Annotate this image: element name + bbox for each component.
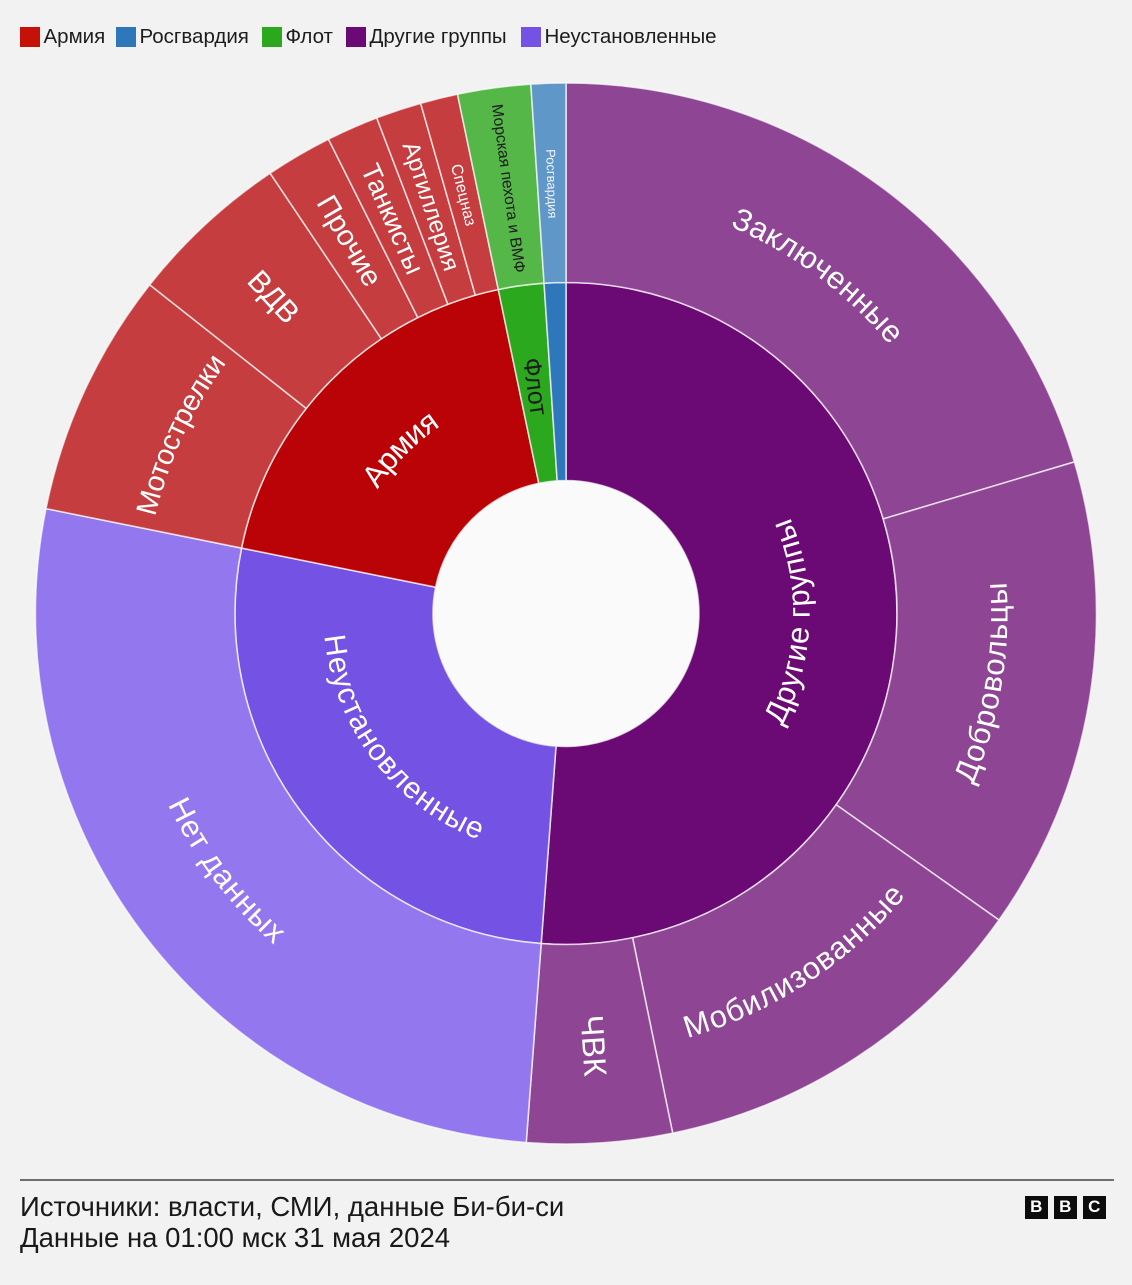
svg-text:ЧВК: ЧВК	[574, 1014, 614, 1078]
svg-text:Росгвардия: Росгвардия	[543, 149, 560, 219]
